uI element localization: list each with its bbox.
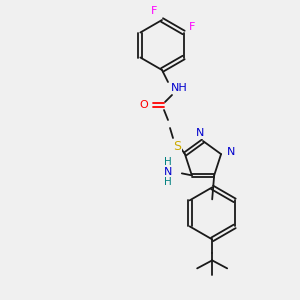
- Text: H: H: [164, 158, 172, 167]
- Text: F: F: [188, 22, 195, 32]
- Text: N: N: [227, 147, 235, 157]
- Text: N: N: [196, 128, 204, 138]
- Text: H: H: [164, 177, 172, 188]
- Text: F: F: [151, 6, 157, 16]
- Text: NH: NH: [171, 83, 188, 93]
- Text: S: S: [173, 140, 181, 152]
- Text: N: N: [164, 167, 172, 177]
- Text: O: O: [140, 100, 148, 110]
